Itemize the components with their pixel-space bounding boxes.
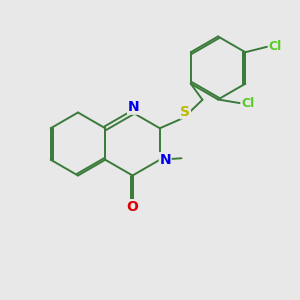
Text: Cl: Cl [242, 97, 255, 110]
Text: N: N [128, 100, 139, 114]
Text: O: O [127, 200, 139, 214]
Text: N: N [159, 153, 171, 167]
Text: S: S [180, 105, 190, 119]
Text: Cl: Cl [269, 40, 282, 53]
